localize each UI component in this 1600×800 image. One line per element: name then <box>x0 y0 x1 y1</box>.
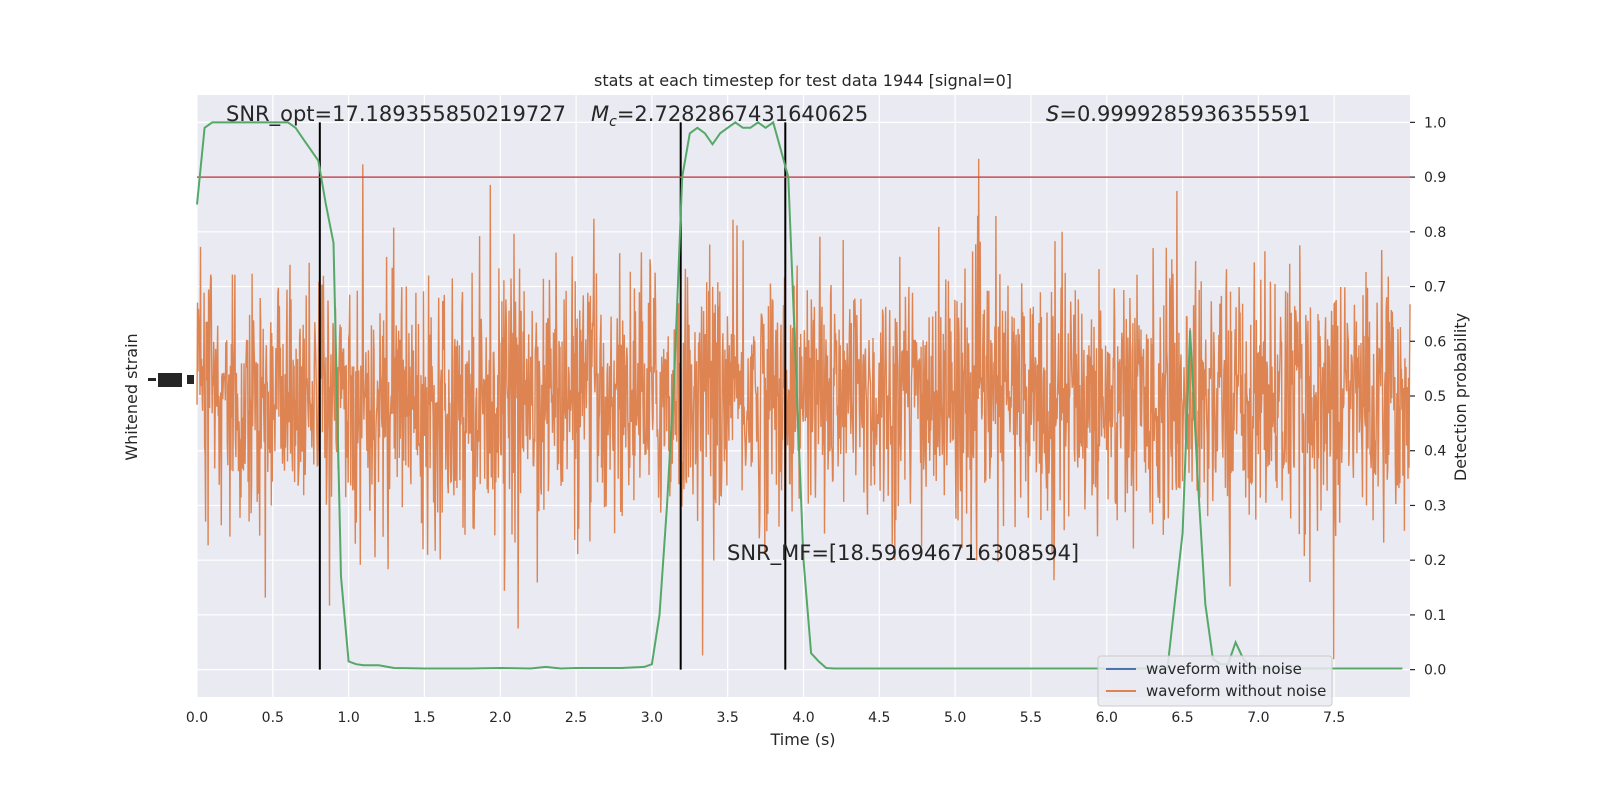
y-tick-label: 0.8 <box>1424 225 1446 241</box>
x-tick-label: 3.0 <box>641 710 663 726</box>
x-tick-label: 7.5 <box>1323 710 1345 726</box>
y-tick-label: 0.3 <box>1424 498 1446 514</box>
annotation-mc: Mc=2.7282867431640625 <box>591 102 868 130</box>
x-tick-label: 2.5 <box>565 710 587 726</box>
y-axis-right-label: Detection probability <box>1451 313 1470 481</box>
y-tick-label: 0.5 <box>1424 389 1446 405</box>
y-tick-label: 0.9 <box>1424 170 1446 186</box>
x-tick-label: 5.0 <box>944 710 966 726</box>
annotation-snr-opt: SNR_opt=17.189355850219727 <box>226 102 566 127</box>
x-tick-label: 4.5 <box>868 710 890 726</box>
y-tick-label: 0.4 <box>1424 444 1446 460</box>
x-tick-label: 1.0 <box>337 710 359 726</box>
y-tick-label: 0.7 <box>1424 280 1446 296</box>
x-tick-label: 6.0 <box>1096 710 1118 726</box>
legend-label-without-noise: waveform without noise <box>1146 682 1326 700</box>
x-tick-label: 0.5 <box>262 710 284 726</box>
legend: waveform with noise waveform without noi… <box>1097 655 1333 707</box>
x-tick-label: 5.5 <box>1020 710 1042 726</box>
strain-trace <box>196 158 1411 660</box>
x-tick-label: 4.0 <box>792 710 814 726</box>
y-tick-label: 0.2 <box>1424 553 1446 569</box>
legend-label-with-noise: waveform with noise <box>1146 660 1302 678</box>
y-tick-label: 1.0 <box>1424 115 1446 131</box>
x-tick-label: 3.5 <box>717 710 739 726</box>
chart-title: stats at each timestep for test data 194… <box>594 71 1012 90</box>
legend-box <box>1097 655 1333 707</box>
x-tick-label: 0.0 <box>186 710 208 726</box>
annotation-s: S=0.9999285936355591 <box>1046 102 1311 126</box>
y-axis-left-label: Whitened strain <box>122 333 141 460</box>
x-tick-label: 7.0 <box>1247 710 1269 726</box>
x-tick-label: 1.5 <box>413 710 435 726</box>
strain-waveform-without-noise <box>196 158 1411 660</box>
y-tick-label: 0.6 <box>1424 334 1446 350</box>
y-tick-label: 0.0 <box>1424 663 1446 679</box>
y-right-tick-labels: 0.0 0.1 0.2 0.3 0.4 0.5 0.6 0.7 0.8 0.9 1.0 <box>1410 115 1446 679</box>
y-tick-label: 0.1 <box>1424 608 1446 624</box>
x-tick-label: 6.5 <box>1171 710 1193 726</box>
left-axis-ticks <box>148 373 194 387</box>
x-tick-labels: 0.0 0.5 1.0 1.5 2.0 2.5 3.0 3.5 4.0 4.5 5.0 5.5 6.0 6… <box>186 710 1345 726</box>
x-axis-label: Time (s) <box>769 730 835 749</box>
annotation-snr-mf: SNR_MF=[18.596946716308594] <box>727 541 1079 566</box>
detection-probability-line <box>196 120 1403 670</box>
x-tick-label: 2.0 <box>489 710 511 726</box>
